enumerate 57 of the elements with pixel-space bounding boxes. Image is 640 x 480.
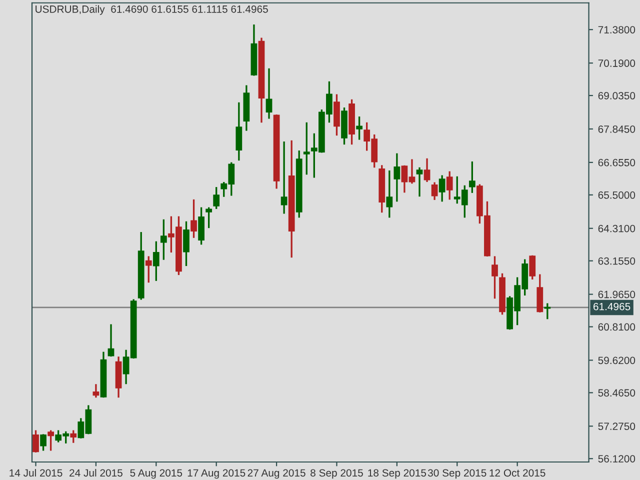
candlestick — [160, 219, 167, 260]
y-tick-label: 67.8450 — [598, 125, 636, 133]
candlestick — [92, 384, 100, 398]
candlestick — [190, 199, 197, 238]
candlestick — [356, 116, 362, 140]
x-tick-label: 12 Oct 2015 — [490, 469, 546, 477]
candlestick — [183, 221, 190, 266]
candlestick — [70, 430, 77, 443]
candlestick — [416, 167, 423, 197]
candlestick — [236, 102, 242, 161]
candlestick — [303, 122, 310, 175]
x-tick-label: 14 Jul 2015 — [10, 468, 62, 477]
candlestick — [529, 255, 536, 280]
candlestick — [468, 161, 476, 193]
x-tick-label: 18 Sep 2015 — [368, 469, 426, 479]
candlestick — [152, 241, 160, 281]
candlestick — [544, 303, 551, 320]
y-tick-label: 66.6550 — [598, 158, 636, 166]
y-tick-label: 59.6200 — [598, 356, 636, 364]
candlestick — [394, 153, 400, 202]
y-tick-label: 70.1900 — [598, 60, 636, 67]
candlestick — [48, 430, 54, 451]
candlestick — [431, 182, 438, 200]
candlestick — [446, 171, 453, 200]
y-tick-label: 64.3100 — [598, 224, 636, 232]
y-tick-label: 71.3800 — [598, 26, 636, 34]
x-tick-label: 17 Aug 2015 — [188, 469, 246, 479]
candlestick — [334, 94, 340, 136]
x-tick-label: 30 Sep 2015 — [428, 469, 486, 479]
y-tick-label: 69.0350 — [598, 92, 636, 100]
x-tick-label: 24 Jul 2015 — [70, 468, 122, 477]
y-tick-label: 58.4650 — [598, 389, 636, 397]
x-tick-label: 27 Aug 2015 — [248, 469, 306, 479]
y-tick-label: 56.1200 — [598, 455, 636, 463]
candlestick — [536, 274, 544, 312]
x-tick-label: 5 Aug 2015 — [130, 469, 182, 479]
ref-line-label: 61.4965 — [593, 302, 630, 310]
candlestick — [280, 141, 288, 214]
candlestick — [198, 207, 204, 245]
candlestick — [266, 68, 272, 119]
candlestick — [108, 324, 114, 357]
candlestick — [386, 170, 393, 218]
candlestick — [145, 256, 152, 283]
candlestick — [424, 158, 430, 182]
y-tick-label: 60.8100 — [598, 323, 636, 331]
candlestick — [32, 430, 39, 452]
y-tick-label: 61.9650 — [598, 290, 636, 298]
candlestick — [40, 434, 46, 451]
y-tick-label: 57.2750 — [598, 422, 636, 430]
candlestick — [438, 175, 446, 202]
x-tick-label: 8 Sep 2015 — [310, 469, 363, 479]
chart-title: USDRUB,Daily 61.4690 61.6155 61.1115 61.4965 — [36, 5, 268, 15]
candlestick — [492, 256, 498, 299]
y-tick-label: 65.5000 — [598, 191, 636, 199]
candlestick — [206, 207, 212, 228]
candlestick — [213, 187, 220, 209]
y-tick-label: 63.1550 — [598, 257, 636, 265]
